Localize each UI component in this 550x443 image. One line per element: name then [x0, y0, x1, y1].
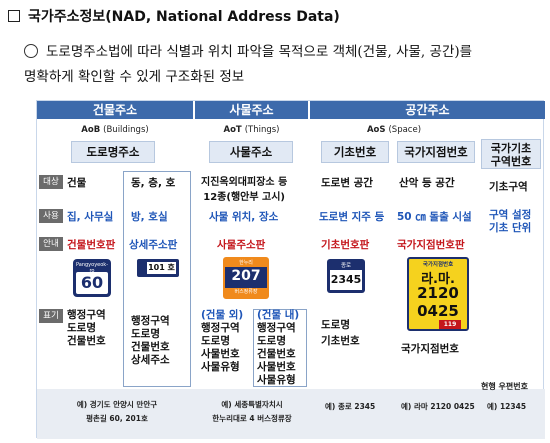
- zone-number-type-box: 국가기초 구역번호: [481, 139, 541, 169]
- building-target: 건물: [67, 177, 87, 189]
- tag-usage: 사용: [39, 209, 63, 223]
- thing-outside-notation: (건물 외) 행정구역 도로명 사물번호 사물유형: [201, 309, 244, 373]
- zone-notation: 현행 우편번호: [481, 382, 528, 391]
- basic-usage: 도로변 지주 등: [319, 211, 385, 223]
- thing-example: 예) 세종특별자치시 한누리대로 4 버스정류장: [212, 400, 292, 423]
- grid-notation: 국가지점번호: [401, 343, 459, 355]
- grid-target: 산악 등 공간: [399, 177, 455, 189]
- basic-example: 예) 종로 2345: [325, 402, 376, 411]
- space-subtitle: AoS (Space): [366, 125, 422, 135]
- grid-number-type-box: 국가지점번호: [397, 141, 475, 163]
- building-usage: 집, 사무실: [67, 211, 114, 223]
- page-title: 국가주소정보(NAD, National Address Data): [28, 9, 340, 25]
- building-notation: 행정구역 도로명 건물번호: [67, 309, 106, 347]
- grid-guide: 국가지점번호판: [397, 239, 465, 251]
- zone-example: 예) 12345: [487, 402, 527, 411]
- space-header: 공간주소: [310, 101, 545, 119]
- thing-usage: 사물 위치, 장소: [209, 211, 279, 223]
- example-strip: [37, 389, 545, 439]
- tag-guide: 안내: [39, 237, 63, 251]
- thing-header: 사물주소: [195, 101, 308, 119]
- address-info-table: 건물주소 사물주소 공간주소 AoB (Buildings) AoT (Thin…: [36, 100, 545, 439]
- circle-bullet-icon: [24, 44, 38, 58]
- building-header: 건물주소: [37, 101, 193, 119]
- square-bullet-icon: [8, 10, 20, 22]
- zone-target: 기초구역: [489, 181, 528, 193]
- basic-guide: 기초번호판: [321, 239, 370, 251]
- detail-notation: 행정구역 도로명 건물번호 상세주소: [131, 315, 170, 366]
- building-example: 예) 경기도 안양시 만안구 평촌길 60, 201호: [76, 400, 158, 423]
- intro-line-2: 명확하게 확인할 수 있게 구조화된 정보: [24, 69, 245, 85]
- tag-notation: 표기: [39, 309, 63, 323]
- detail-guide: 상세주소판: [129, 239, 178, 251]
- detail-target: 동, 층, 호: [131, 177, 176, 189]
- detail-usage: 방, 호실: [131, 211, 168, 223]
- thing-type-box: 사물주소: [209, 141, 293, 163]
- basic-target: 도로변 공간: [321, 177, 373, 189]
- basic-number-plate: 종로 2345: [327, 259, 365, 293]
- thing-subtitle: AoT (Things): [223, 125, 280, 135]
- basic-number-type-box: 기초번호: [321, 141, 389, 163]
- building-number-plate: Pangyoyeok-ro 60: [73, 259, 111, 297]
- intro-text: 도로명주소법에 따라 식별과 위치 파악을 목적으로 객체(건물, 사물, 공간…: [24, 40, 544, 90]
- tag-target: 대상: [39, 175, 63, 189]
- grid-usage: 50 ㎝ 돌출 시설: [397, 211, 472, 223]
- thing-guide: 사물주소판: [217, 239, 266, 251]
- building-type-box: 도로명주소: [71, 141, 155, 163]
- thing-address-plate: 한누리 207 버스정류장: [223, 257, 269, 299]
- thing-inside-outline: [253, 309, 307, 387]
- grid-example: 예) 라마 2120 0425: [401, 402, 475, 411]
- building-subtitle: AoB (Buildings): [81, 125, 149, 135]
- detail-address-plate: 101 호: [137, 259, 179, 277]
- basic-notation: 도로명 기초번호: [321, 319, 360, 347]
- zone-usage: 구역 설정 기초 단위: [489, 209, 532, 234]
- thing-inside-notation: (건물 내) 행정구역 도로명 건물번호 사물번호 사물유형: [257, 309, 300, 386]
- building-guide: 건물번호판: [67, 239, 116, 251]
- title-row: 국가주소정보(NAD, National Address Data): [8, 6, 340, 26]
- detail-address-outline: [123, 171, 191, 387]
- grid-number-plate: 국가지점번호 라.마. 2120 0425 119: [407, 257, 469, 331]
- intro-line-1: 도로명주소법에 따라 식별과 위치 파악을 목적으로 객체(건물, 사물, 공간…: [46, 44, 473, 60]
- thing-target: 지진옥외대피장소 등 12종(행안부 고시): [201, 177, 288, 203]
